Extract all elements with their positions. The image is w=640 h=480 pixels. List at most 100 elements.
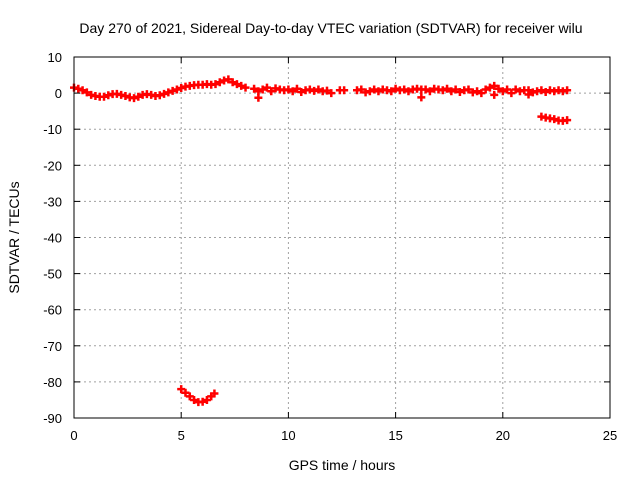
data-point — [172, 85, 181, 94]
data-point — [490, 81, 499, 90]
data-point — [451, 85, 460, 94]
data-point — [340, 86, 349, 95]
data-point — [198, 397, 207, 406]
x-tick-label: 0 — [70, 428, 77, 443]
data-point — [511, 85, 520, 94]
y-tick-label: -20 — [43, 158, 62, 173]
data-point — [168, 86, 177, 95]
data-point — [490, 90, 499, 99]
data-point — [537, 86, 546, 95]
data-point — [310, 86, 319, 95]
data-point — [417, 93, 426, 102]
y-tick-label: -70 — [43, 339, 62, 354]
data-point — [241, 83, 250, 92]
y-axis-label: SDTVAR / TECUs — [6, 181, 22, 293]
data-point — [421, 85, 430, 94]
data-point — [288, 87, 297, 96]
data-point — [210, 389, 219, 398]
data-point — [503, 85, 512, 94]
data-point — [438, 86, 447, 95]
data-point — [314, 85, 323, 94]
y-tick-label: 0 — [55, 86, 62, 101]
data-point — [391, 84, 400, 93]
data-point — [155, 91, 164, 100]
data-point — [443, 84, 452, 93]
data-point — [541, 88, 550, 97]
x-tick-label: 20 — [496, 428, 510, 443]
data-point — [481, 85, 490, 94]
data-point — [550, 115, 559, 124]
chart-title: Day 270 of 2021, Sidereal Day-to-day VTE… — [79, 20, 582, 36]
data-point — [464, 85, 473, 94]
data-point — [224, 75, 233, 84]
data-point — [164, 88, 173, 97]
data-point — [130, 94, 139, 103]
data-point — [232, 80, 241, 89]
data-point — [507, 89, 516, 98]
data-point — [327, 89, 336, 98]
y-tick-label: -60 — [43, 303, 62, 318]
data-point — [400, 85, 409, 94]
data-point — [455, 88, 464, 97]
y-tick-label: -50 — [43, 267, 62, 282]
data-point — [563, 86, 572, 95]
data-point — [374, 87, 383, 96]
data-point — [254, 93, 263, 102]
data-point — [237, 81, 246, 90]
data-point — [425, 87, 434, 96]
data-point — [100, 92, 109, 101]
y-tick-label: -10 — [43, 122, 62, 137]
data-point — [524, 90, 533, 99]
data-point — [494, 84, 503, 93]
data-point — [447, 87, 456, 96]
y-tick-label: -30 — [43, 194, 62, 209]
data-point — [82, 88, 91, 97]
data-point — [485, 83, 494, 92]
data-point — [404, 87, 413, 96]
data-point — [181, 388, 190, 397]
x-tick-labels: 0 5 10 15 20 25 — [70, 428, 617, 443]
data-point — [357, 85, 366, 94]
data-point — [267, 87, 276, 96]
data-point — [370, 85, 379, 94]
data-point — [563, 116, 572, 125]
data-points — [70, 75, 572, 407]
data-point — [185, 392, 194, 401]
data-point — [387, 87, 396, 96]
data-point — [477, 89, 486, 98]
data-point — [190, 395, 199, 404]
y-tick-label: -80 — [43, 375, 62, 390]
data-point — [250, 84, 259, 93]
data-point — [177, 385, 186, 394]
data-point — [262, 83, 271, 92]
data-point — [297, 88, 306, 97]
data-point — [177, 84, 186, 93]
x-tick-label: 15 — [388, 428, 402, 443]
data-point — [78, 86, 87, 95]
data-point — [160, 89, 169, 98]
data-point — [121, 91, 130, 100]
y-tick-label: -40 — [43, 231, 62, 246]
x-axis-label: GPS time / hours — [289, 457, 396, 473]
y-tick-label: -90 — [43, 411, 62, 426]
data-point — [258, 85, 267, 94]
x-tick-label: 5 — [178, 428, 185, 443]
data-point — [473, 87, 482, 96]
y-tick-labels: 10 0 -10 -20 -30 -40 -50 -60 -70 -80 -90 — [43, 50, 62, 426]
x-tick-label: 25 — [603, 428, 617, 443]
data-point — [74, 84, 83, 93]
data-point — [202, 395, 211, 404]
data-point — [284, 85, 293, 94]
data-point — [215, 78, 224, 87]
data-point — [292, 84, 301, 93]
y-tick-label: 10 — [48, 50, 62, 65]
data-point — [228, 78, 237, 87]
data-point — [322, 86, 331, 95]
data-point — [134, 92, 143, 101]
data-point — [305, 85, 314, 94]
data-point — [498, 87, 507, 96]
data-point — [365, 87, 374, 96]
x-tick-label: 10 — [281, 428, 295, 443]
grid-lines — [74, 57, 610, 418]
